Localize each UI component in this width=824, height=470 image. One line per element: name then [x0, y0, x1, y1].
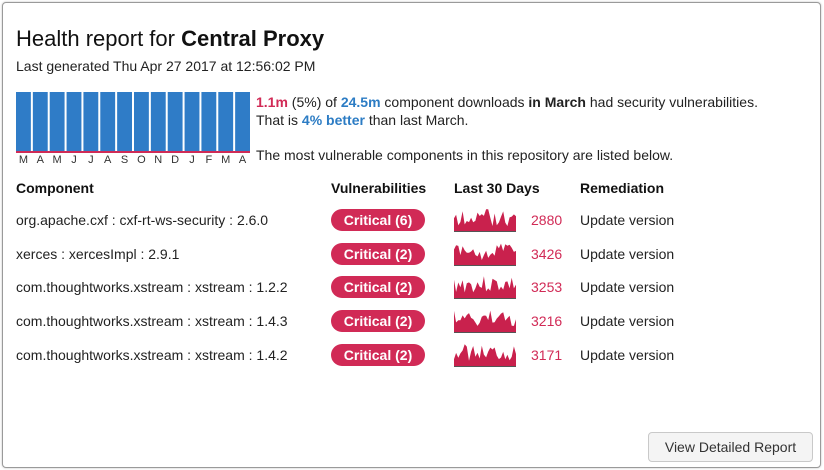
download-count: 3253 [531, 279, 563, 295]
trend-bar-14 [235, 92, 250, 151]
trend-bar-13 [218, 92, 234, 151]
sparkline-area [454, 276, 516, 299]
remediation-text: Update version [580, 279, 675, 295]
title-prefix: Health report for [16, 26, 182, 51]
trend-bar-10 [167, 92, 183, 151]
downloads-sparkline [454, 206, 516, 232]
trend-bar-9 [150, 92, 166, 151]
trend-bar-7 [117, 92, 132, 151]
component-name: xerces : xercesImpl : 2.9.1 [16, 246, 180, 262]
download-count: 3426 [531, 246, 563, 262]
repository-name: Central Proxy [181, 26, 325, 51]
summary-in: in [528, 94, 545, 110]
download-count: 3171 [531, 347, 563, 363]
month-label: M [52, 154, 62, 166]
download-count: 2880 [531, 212, 563, 228]
downloads-sparkline [454, 341, 516, 367]
summary-month: March [544, 94, 586, 110]
month-label: D [171, 154, 180, 166]
month-label: A [104, 154, 112, 166]
trend-bar-2 [32, 92, 48, 151]
column-header-remediation: Remediation [580, 180, 665, 196]
column-header-last-30-days: Last 30 Days [454, 180, 540, 196]
component-name: com.thoughtworks.xstream : xstream : 1.4… [16, 347, 288, 363]
column-header-vulnerabilities: Vulnerabilities [331, 180, 427, 196]
comparison-post: than last March. [364, 112, 469, 128]
critical-badge[interactable]: Critical (2) [331, 243, 425, 265]
month-label: S [120, 154, 129, 166]
vulnerable-downloads: 1.1m [256, 94, 288, 110]
table-row: com.thoughtworks.xstream : xstream : 1.4… [3, 307, 822, 337]
sparkline-area [454, 310, 516, 333]
trend-bar-6 [100, 92, 116, 151]
improvement-value: 4% better [301, 112, 365, 128]
vulnerable-percent: (5%) of [287, 94, 341, 110]
comparison-pre: That is [256, 112, 302, 128]
month-label: J [71, 154, 77, 166]
table-row: xerces : xercesImpl : 2.9.1 Critical (2)… [3, 240, 822, 270]
table-row: com.thoughtworks.xstream : xstream : 1.4… [3, 341, 822, 371]
trend-bar-3 [49, 92, 65, 151]
downloads-sparkline [454, 240, 516, 266]
download-count: 3216 [531, 313, 563, 329]
downloads-sparkline [454, 273, 516, 299]
table-row: org.apache.cxf : cxf-rt-ws-security : 2.… [3, 206, 822, 236]
summary-text: component downloads [380, 94, 529, 110]
trend-bar-11 [184, 92, 200, 151]
view-detailed-report-button[interactable]: View Detailed Report [648, 432, 813, 462]
component-name: org.apache.cxf : cxf-rt-ws-security : 2.… [16, 212, 269, 228]
vulnerability-summary: 1.1m (5%) of 24.5m component downloads i… [256, 93, 758, 129]
downloads-sparkline [454, 307, 516, 333]
month-label: A [238, 154, 247, 166]
total-downloads: 24.5m [340, 94, 381, 110]
month-label: M [221, 154, 231, 166]
column-header-component: Component [16, 180, 94, 196]
critical-badge[interactable]: Critical (2) [331, 344, 425, 366]
component-name: com.thoughtworks.xstream : xstream : 1.4… [16, 313, 288, 329]
critical-badge[interactable]: Critical (6) [331, 209, 425, 231]
month-label: A [36, 154, 44, 166]
sparkline-area [454, 209, 516, 232]
component-name: com.thoughtworks.xstream : xstream : 1.2… [16, 279, 288, 295]
sparkline-area [454, 344, 516, 367]
summary-end: had security vulnerabilities. [585, 94, 758, 110]
sparkline-area [454, 243, 516, 266]
month-label: F [205, 154, 213, 166]
month-label: J [189, 154, 195, 166]
month-label: M [18, 154, 29, 166]
month-label: O [137, 154, 146, 166]
trend-bar-1 [16, 92, 31, 151]
remediation-text: Update version [580, 313, 675, 329]
generated-timestamp: Last generated Thu Apr 27 2017 at 12:56:… [16, 58, 316, 74]
critical-badge[interactable]: Critical (2) [331, 276, 425, 298]
listed-note: The most vulnerable components in this r… [256, 147, 674, 163]
trend-bar-4 [66, 92, 82, 151]
remediation-text: Update version [580, 246, 675, 262]
month-label: J [88, 154, 94, 166]
trend-bar-12 [201, 92, 217, 151]
page-title: Health report for Central Proxy [16, 26, 324, 52]
trend-bar-8 [134, 92, 149, 151]
table-row: com.thoughtworks.xstream : xstream : 1.2… [3, 273, 822, 303]
trend-bar-5 [83, 92, 99, 151]
month-label: N [154, 154, 163, 166]
remediation-text: Update version [580, 212, 675, 228]
critical-badge[interactable]: Critical (2) [331, 310, 425, 332]
monthly-trend-chart [16, 91, 250, 153]
remediation-text: Update version [580, 347, 675, 363]
